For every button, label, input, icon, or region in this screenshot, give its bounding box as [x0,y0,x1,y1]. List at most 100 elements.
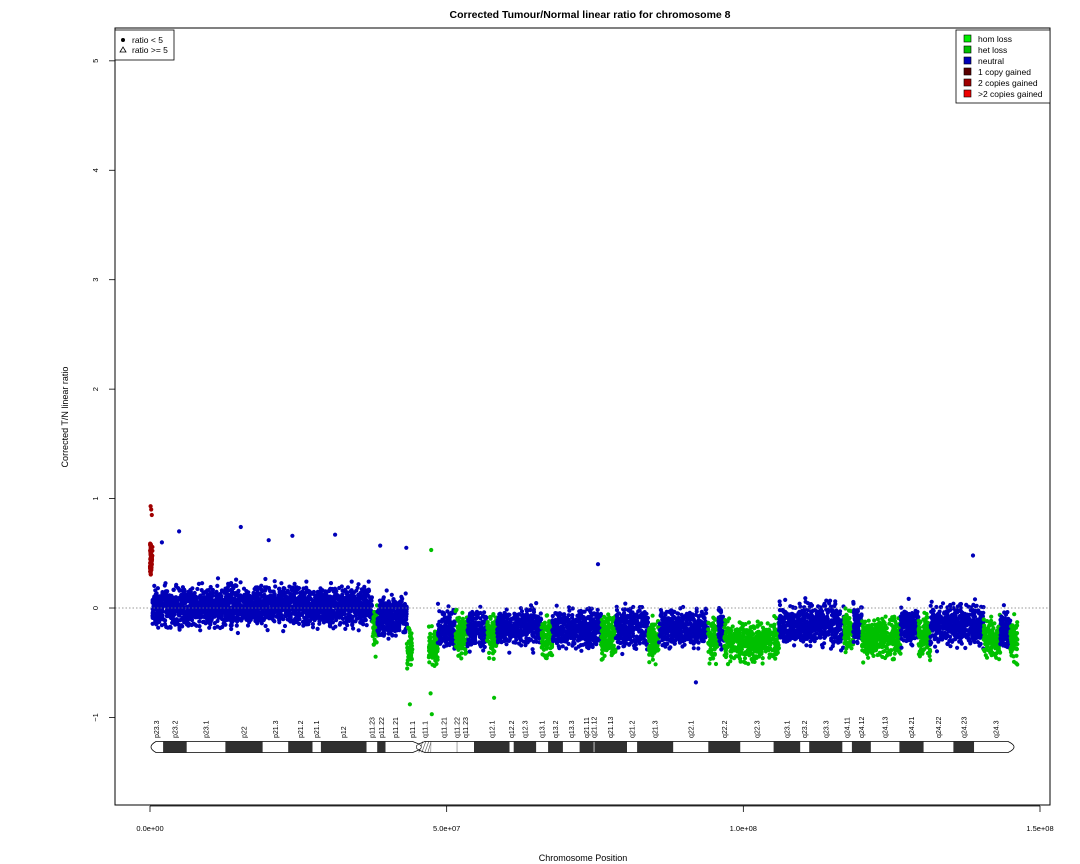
data-point [231,603,236,608]
data-point [382,614,387,619]
data-point [348,588,354,593]
data-point [567,608,572,613]
data-point [281,629,286,634]
data-point [589,606,594,611]
data-point [304,611,309,616]
data-point [460,616,465,622]
data-point [528,627,533,632]
data-point [540,640,546,645]
data-point [406,625,411,630]
data-point [229,592,234,597]
data-point [279,594,284,599]
data-point [611,627,616,632]
data-point [302,592,307,597]
data-point [277,617,282,622]
data-point [181,591,186,596]
data-point [184,609,189,615]
data-point [653,662,658,667]
data-point [437,619,442,624]
data-point [624,617,629,622]
data-point [282,623,288,629]
data-point [386,610,391,616]
data-point [206,616,211,621]
data-point [236,599,241,604]
data-point [325,602,330,608]
data-point [357,610,362,616]
data-point [198,628,203,633]
data-point [234,623,239,628]
data-point [263,576,268,582]
data-point [174,582,179,587]
data-point [281,617,286,622]
data-point [343,626,348,632]
data-point [292,604,298,609]
data-point [557,618,562,623]
data-point [214,605,220,610]
data-point [229,626,234,632]
data-point [573,622,578,627]
data-point [592,611,597,616]
data-point [581,617,586,622]
data-point [373,654,378,659]
data-point [170,620,175,625]
data-point [351,626,356,631]
data-point [371,615,376,620]
data-point [331,626,336,631]
data-point [364,623,369,628]
data-point [448,639,453,645]
data-point [647,636,652,641]
data-point [194,608,199,613]
data-point [427,648,432,654]
data-point [165,604,170,609]
data-point [341,611,346,617]
data-point [164,589,169,594]
data-point [375,609,380,614]
data-point [639,612,644,617]
data-point [538,611,543,616]
data-point [391,624,396,629]
data-point [534,634,540,640]
data-point [254,615,259,620]
data-point [334,589,339,594]
data-point [152,583,157,589]
data-point [598,611,604,617]
segment-1-points [150,524,374,636]
data-point [209,617,214,622]
data-point [337,615,342,620]
data-point [198,613,203,618]
data-point [458,645,464,650]
data-point [485,620,490,625]
data-point [579,636,585,641]
data-point [469,629,475,634]
data-point [405,662,410,667]
data-point [642,620,647,625]
data-point [456,653,461,658]
data-point [465,641,470,646]
data-point [267,616,272,621]
data-point [208,584,213,590]
data-point [398,601,403,606]
data-point [152,605,157,610]
data-point [277,589,282,595]
data-point [196,581,201,587]
data-point [563,636,569,641]
chart-title: Corrected Tumour/Normal linear ratio for… [449,9,730,21]
data-point [376,616,381,621]
data-point [366,579,371,584]
data-point [431,648,436,653]
data-point [334,615,339,620]
data-point [570,615,575,620]
data-point [466,630,471,635]
data-point [387,601,392,606]
data-point [432,663,437,669]
data-point [540,644,545,649]
data-point [268,609,274,614]
outlier-point [238,524,243,530]
data-point [491,656,496,662]
data-point [534,639,539,644]
outlier-point [177,529,182,534]
data-point [370,634,375,639]
data-point [589,643,594,649]
data-point [168,624,173,630]
data-point [180,624,185,629]
